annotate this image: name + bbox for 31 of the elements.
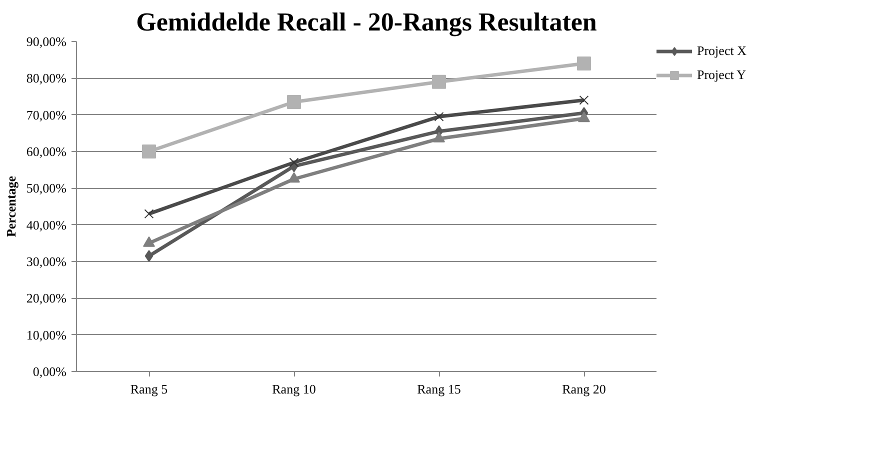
x-tick-label: Rang 5	[130, 382, 168, 396]
point	[144, 209, 154, 219]
x-tick-label: Rang 10	[272, 382, 316, 396]
y-tick-label: 60,00%	[26, 144, 67, 159]
y-tick-label: 20,00%	[26, 290, 67, 306]
point	[142, 144, 156, 158]
x-tick-label: Rang 20	[562, 382, 606, 396]
point	[577, 56, 591, 70]
point	[144, 250, 154, 262]
point	[433, 132, 445, 142]
y-tick-label: 50,00%	[26, 180, 67, 196]
y-tick-label: 70,00%	[26, 107, 67, 122]
y-axis-title: Percentage	[3, 176, 18, 238]
point	[432, 74, 446, 89]
y-tick-label: 80,00%	[26, 70, 67, 86]
y-tick-label: 30,00%	[26, 254, 67, 269]
point	[287, 95, 301, 109]
point	[143, 236, 155, 247]
y-tick-label: 10,00%	[26, 327, 67, 342]
y-tick-label: 40,00%	[26, 217, 67, 232]
point	[578, 112, 590, 122]
y-tick-label: 0,00%	[32, 364, 67, 379]
x-tick-label: Rang 15	[417, 382, 461, 396]
legend-label: Project X	[697, 43, 746, 59]
legend-label: Project Y	[697, 67, 746, 83]
chart-title: Gemiddelde Recall - 20-Rangs Resultaten	[136, 8, 598, 36]
point	[579, 95, 589, 105]
point	[434, 112, 444, 122]
point	[288, 172, 300, 183]
point	[289, 158, 299, 168]
y-tick-label: 90,00%	[26, 34, 67, 49]
